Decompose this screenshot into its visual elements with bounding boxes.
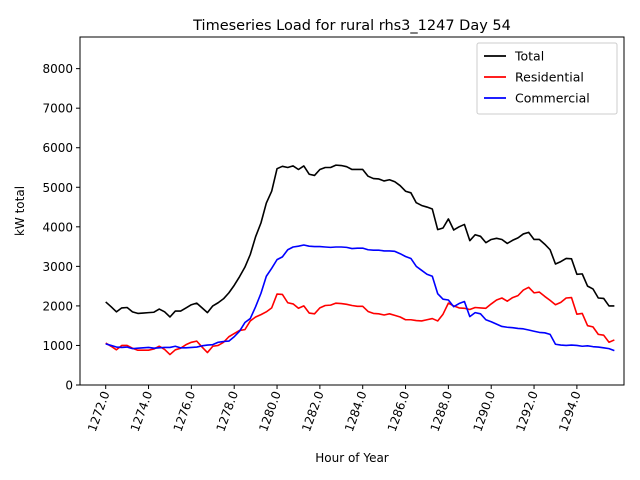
y-tick-label: 7000 bbox=[42, 102, 73, 116]
y-tick-label: 5000 bbox=[42, 181, 73, 195]
y-axis-label: kW total bbox=[13, 186, 27, 236]
series-line-commercial bbox=[105, 244, 615, 352]
y-tick-label: 2000 bbox=[42, 299, 73, 313]
legend-label-residential: Residential bbox=[515, 70, 584, 85]
plot-frame bbox=[79, 36, 625, 386]
legend-box bbox=[476, 42, 618, 115]
chart-title: Timeseries Load for rural rhs3_1247 Day … bbox=[192, 18, 511, 34]
plot-lines bbox=[105, 164, 615, 356]
x-axis-label: Hour of Year bbox=[315, 451, 389, 465]
y-tick-label: 8000 bbox=[42, 62, 73, 76]
legend: Total Residential Commercial bbox=[476, 42, 618, 115]
y-tick-label: 3000 bbox=[42, 260, 73, 274]
y-axis-ticks: 0 1000 2000 3000 4000 5000 6000 7000 8000 bbox=[42, 62, 80, 393]
series-line-total bbox=[105, 164, 615, 318]
series-line-residential bbox=[105, 286, 615, 356]
y-tick-label: 6000 bbox=[42, 141, 73, 155]
legend-label-commercial: Commercial bbox=[515, 91, 590, 106]
legend-label-total: Total bbox=[514, 49, 544, 64]
y-tick-label: 1000 bbox=[42, 339, 73, 353]
y-tick-label: 0 bbox=[65, 379, 73, 393]
y-tick-label: 4000 bbox=[42, 220, 73, 234]
